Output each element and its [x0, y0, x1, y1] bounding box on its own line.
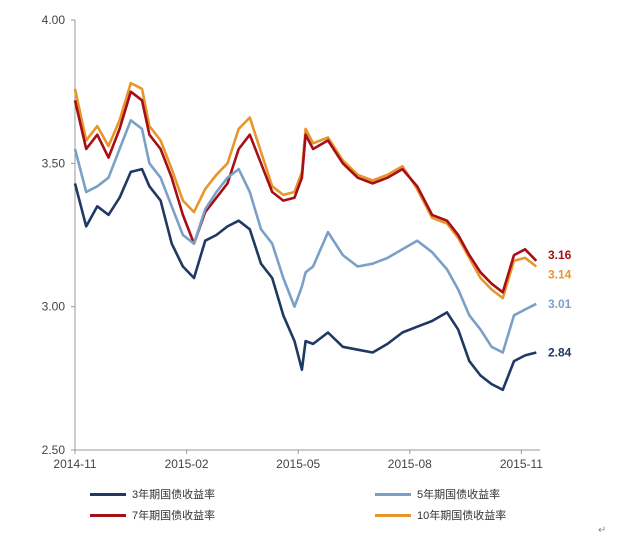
x-tick-label: 2015-02: [165, 457, 209, 471]
legend-item-7y: 7年期国债收益率: [90, 507, 215, 523]
legend-item-5y: 5年期国债收益率: [375, 486, 500, 502]
legend-label-7y: 7年期国债收益率: [132, 510, 216, 522]
end-label-1: 3.01: [548, 297, 572, 311]
series-line-0: [73, 167, 537, 392]
y-tick-label: 3.00: [42, 300, 66, 314]
legend-swatch-5y: [375, 492, 411, 496]
end-labels: 2.84 3.01 3.16 3.14: [548, 248, 572, 360]
axes: [71, 19, 540, 454]
series-line-2: [73, 90, 538, 294]
legend-label-10y: 10年期国债收益率: [417, 510, 507, 522]
end-label-0: 2.84: [548, 346, 572, 360]
legend-label-5y: 5年期国债收益率: [417, 489, 501, 501]
x-tick-label: 2015-08: [388, 457, 432, 471]
series-line-1: [73, 119, 537, 354]
legend-item-10y: 10年期国债收益率: [375, 507, 506, 523]
legend-swatch-3y: [90, 492, 126, 496]
y-tick-label: 2.50: [42, 443, 66, 457]
legend-label-3y: 3年期国债收益率: [132, 489, 216, 501]
return-mark: ↵: [598, 525, 607, 536]
y-tick-label: 3.50: [42, 156, 66, 170]
x-tick-label: 2014-11: [53, 457, 96, 471]
series-lines: [73, 81, 538, 392]
x-tick-label: 2015-11: [500, 457, 543, 471]
legend-swatch-10y: [375, 513, 411, 517]
legend-swatch-7y: [90, 513, 126, 517]
legend-item-3y: 3年期国债收益率: [90, 486, 215, 502]
x-tick-label: 2015-05: [276, 457, 320, 471]
y-tick-label: 4.00: [42, 13, 66, 27]
end-label-2: 3.16: [548, 248, 572, 262]
series-line-3: [73, 81, 538, 300]
end-label-3: 3.14: [548, 268, 572, 282]
